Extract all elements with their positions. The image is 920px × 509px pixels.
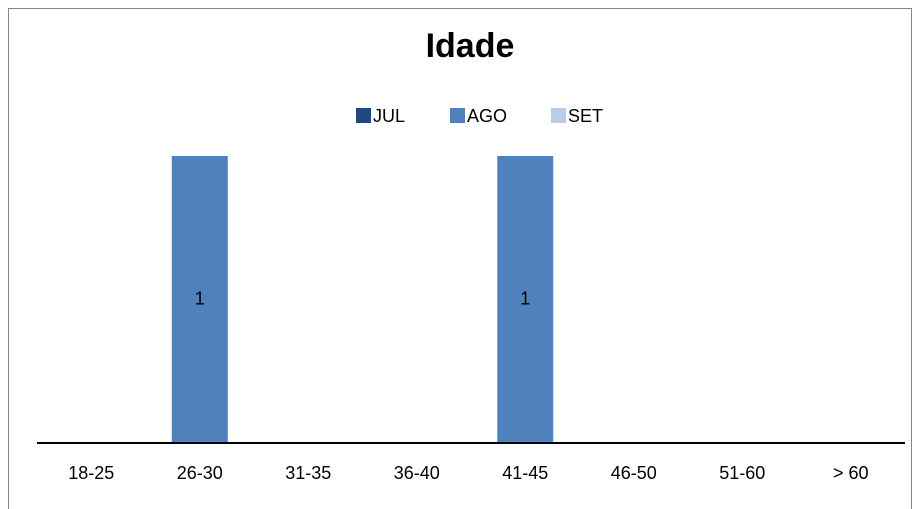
legend-swatch (450, 108, 465, 123)
bar (497, 156, 554, 443)
x-tick-label: 41-45 (502, 463, 548, 483)
x-tick-label: 18-25 (68, 463, 114, 483)
legend-swatch (551, 108, 566, 123)
bar (171, 156, 228, 443)
x-tick-label: > 60 (833, 463, 869, 483)
legend-label: AGO (467, 106, 507, 126)
chart-frame (8, 8, 912, 509)
x-tick-label: 26-30 (177, 463, 223, 483)
x-tick-label: 46-50 (611, 463, 657, 483)
data-label: 1 (520, 288, 530, 308)
chart-title: Idade (426, 27, 515, 65)
x-tick-label: 36-40 (394, 463, 440, 483)
legend-swatch (356, 108, 371, 123)
legend-label: SET (568, 106, 603, 126)
legend-label: JUL (373, 106, 405, 126)
data-label: 1 (195, 288, 205, 308)
x-tick-label: 31-35 (285, 463, 331, 483)
x-tick-label: 51-60 (719, 463, 765, 483)
